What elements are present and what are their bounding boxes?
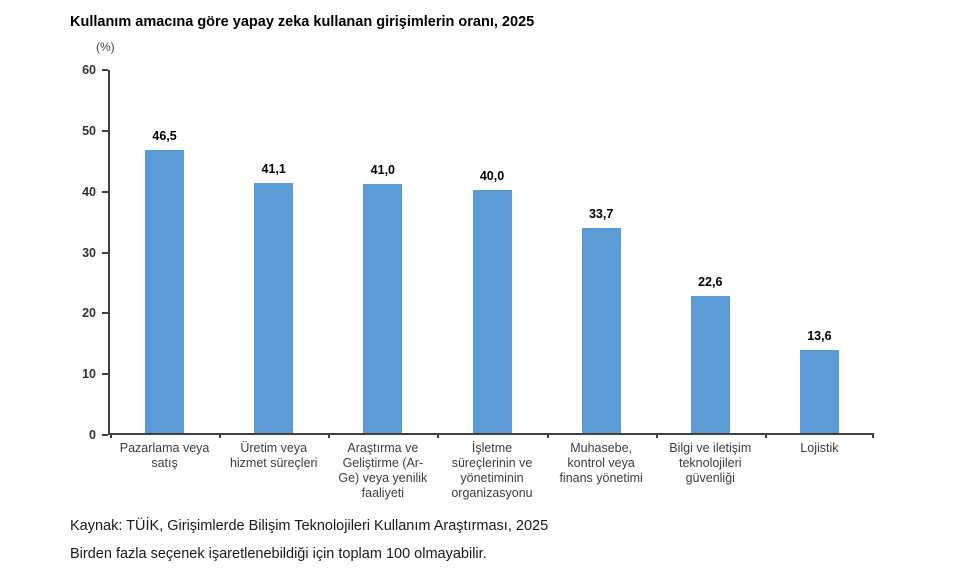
bar (690, 295, 730, 433)
x-axis-category-label: Muhasebe, kontrol veya finans yönetimi (559, 441, 643, 485)
y-axis-tick-label: 50 (82, 123, 96, 138)
y-axis-tick-mark (102, 251, 108, 254)
x-axis-tick-mark (764, 433, 767, 438)
bar (254, 182, 294, 433)
bar-value-label: 41,1 (261, 161, 286, 176)
source-note: Kaynak: TÜİK, Girişimlerde Bilişim Tekno… (70, 518, 549, 534)
y-axis-tick-label: 60 (82, 63, 96, 77)
x-axis-tick-mark (546, 433, 549, 438)
y-axis-tick-label: 30 (82, 245, 96, 260)
x-axis-tick-mark (219, 433, 222, 438)
y-axis-tick-label: 20 (82, 306, 96, 321)
x-axis-tick-mark (328, 433, 331, 438)
y-axis-tick-mark (102, 69, 108, 71)
x-axis-tick-mark (655, 433, 658, 438)
x-axis-tick-mark (872, 433, 874, 438)
bar (363, 183, 403, 433)
bar (581, 228, 621, 433)
chart-title: Kullanım amacına göre yapay zeka kullana… (70, 14, 535, 30)
y-axis-tick-mark (102, 312, 108, 315)
y-axis-tick-mark (102, 190, 108, 193)
y-axis-tick-mark (102, 129, 108, 132)
x-axis-category-label: Bilgi ve iletişim teknolojileri güvenliğ… (669, 441, 752, 485)
bar (472, 189, 512, 433)
y-axis-tick-label: 40 (82, 184, 96, 199)
y-axis-tick-label: 0 (89, 428, 96, 442)
plot-area: 0 10 20 30 40 50 60 46,5 Pazarlama veya satış 41,… (82, 63, 874, 500)
bar-value-label: 33,7 (588, 207, 614, 221)
x-axis-tick-mark (437, 433, 440, 438)
methodology-note: Birden fazla seçenek işaretlenebildiği i… (70, 546, 487, 562)
y-axis-tick-mark (102, 434, 108, 436)
bar (145, 150, 185, 433)
x-axis-category-label: Lojistik (800, 441, 839, 455)
bar-value-label: 40,0 (479, 168, 505, 183)
y-axis-unit-label: (%) (96, 40, 115, 54)
bar-value-label: 22,6 (698, 274, 723, 289)
y-axis-tick-label: 10 (82, 367, 96, 382)
x-axis-tick-mark (110, 433, 112, 438)
bar-value-label: 41,0 (370, 162, 396, 177)
x-axis-category-label: Üretim veya hizmet süreçleri (229, 441, 318, 470)
bar-value-label: 46,5 (152, 129, 177, 144)
x-axis-category-label: Pazarlama veya satış (119, 441, 210, 470)
x-axis-category-label: İşletme süreçlerinin ve yönetiminin orga… (451, 441, 533, 500)
bar-value-label: 13,6 (807, 329, 832, 344)
y-axis-tick-mark (102, 373, 108, 376)
bar (799, 350, 839, 433)
x-axis-category-label: Araştırma ve Geliştirme (Ar- Ge) veya ye… (338, 441, 428, 500)
